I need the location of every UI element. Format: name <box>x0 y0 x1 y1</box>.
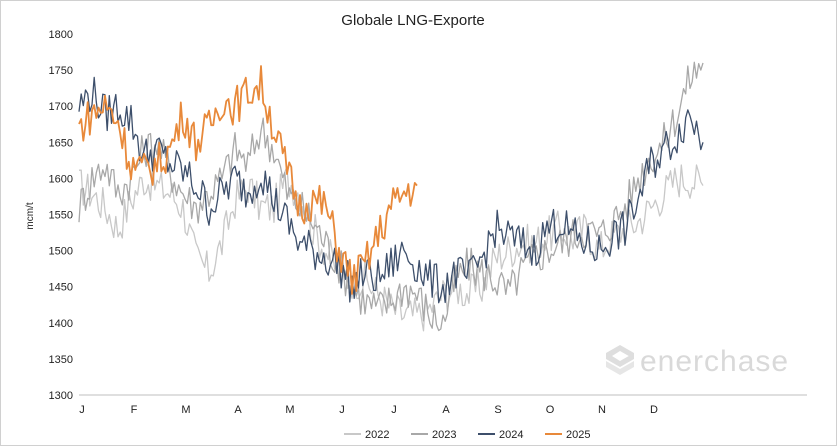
x-tick-label: A <box>234 404 242 416</box>
legend-label: 2024 <box>499 429 523 441</box>
y-tick-label: 1800 <box>49 29 73 41</box>
x-tick-label: A <box>442 404 450 416</box>
y-tick-label: 1400 <box>49 318 73 330</box>
x-tick-label: J <box>339 404 345 416</box>
legend-label: 2025 <box>566 429 590 441</box>
watermark-text: enerchase <box>640 345 789 378</box>
legend: 2022 2023 2024 2025 <box>344 429 590 441</box>
watermark: enerchase <box>606 345 789 378</box>
y-axis-label: mcm/t <box>25 202 36 229</box>
y-tick-label: 1500 <box>49 246 73 258</box>
x-tick-label: M <box>181 404 190 416</box>
x-tick-label: F <box>131 404 138 416</box>
series-lines <box>78 61 704 332</box>
x-tick-label: O <box>546 404 555 416</box>
y-tick-label: 1550 <box>49 210 73 222</box>
series-line-2024 <box>78 76 704 304</box>
y-tick-label: 1650 <box>49 137 73 149</box>
y-tick-label: 1600 <box>49 173 73 185</box>
y-axis-ticks: 1300 1350 1400 1450 1500 1550 1600 1650 1700 1750… <box>49 29 73 402</box>
series-line-2023 <box>78 61 704 332</box>
enerchase-logo-icon <box>606 345 634 375</box>
x-tick-label: J <box>391 404 397 416</box>
x-tick-label: D <box>650 404 658 416</box>
y-tick-label: 1450 <box>49 282 73 294</box>
x-tick-label: N <box>598 404 606 416</box>
legend-label: 2022 <box>365 429 389 441</box>
x-tick-label: M <box>285 404 294 416</box>
series-line-2025 <box>78 65 418 295</box>
series-line-2022 <box>78 162 704 332</box>
x-tick-label: J <box>79 404 85 416</box>
y-tick-label: 1300 <box>49 390 73 402</box>
y-tick-label: 1750 <box>49 65 73 77</box>
chart-title: Globale LNG-Exporte <box>341 12 484 29</box>
y-tick-label: 1700 <box>49 101 73 113</box>
x-tick-label: S <box>494 404 501 416</box>
y-tick-label: 1350 <box>49 354 73 366</box>
legend-label: 2023 <box>432 429 456 441</box>
